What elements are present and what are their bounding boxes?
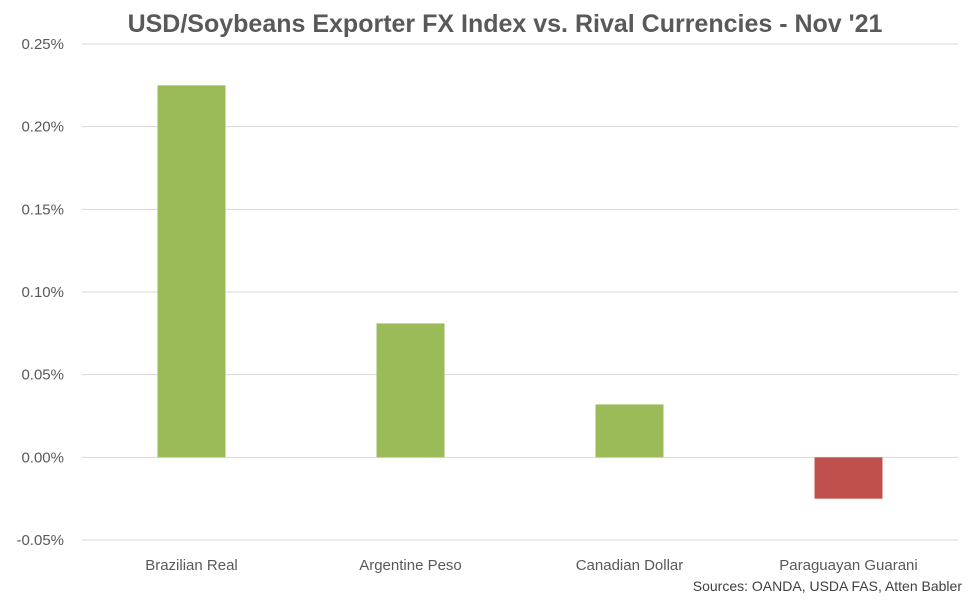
y-tick-label: 0.20%: [21, 119, 64, 136]
bar-canadian-dollar: [595, 404, 664, 458]
y-tick-label: 0.10%: [21, 284, 64, 301]
y-tick-label: 0.25%: [21, 36, 64, 53]
bar-argentine-peso: [376, 323, 445, 458]
chart-title: USD/Soybeans Exporter FX Index vs. Rival…: [128, 10, 883, 38]
x-category-label: Canadian Dollar: [576, 557, 684, 574]
bar-paraguayan-guarani: [814, 457, 883, 499]
y-axis-ticks: 0.25% 0.20% 0.15% 0.10% 0.05% 0.00% -0.05%: [16, 36, 64, 549]
bars: [157, 85, 883, 499]
y-tick-label: 0.05%: [21, 367, 64, 384]
gridlines: [82, 43, 958, 541]
y-tick-label: 0.00%: [21, 449, 64, 466]
x-category-label: Argentine Peso: [359, 557, 462, 574]
bar-brazilian-real: [157, 85, 226, 458]
y-tick-label: 0.15%: [21, 201, 64, 218]
y-tick-label: -0.05%: [16, 532, 64, 549]
x-axis-categories: Brazilian Real Argentine Peso Canadian Dol…: [145, 557, 917, 574]
x-category-label: Paraguayan Guarani: [779, 557, 917, 574]
x-category-label: Brazilian Real: [145, 557, 238, 574]
source-note: Sources: OANDA, USDA FAS, Atten Babler: [693, 578, 963, 594]
